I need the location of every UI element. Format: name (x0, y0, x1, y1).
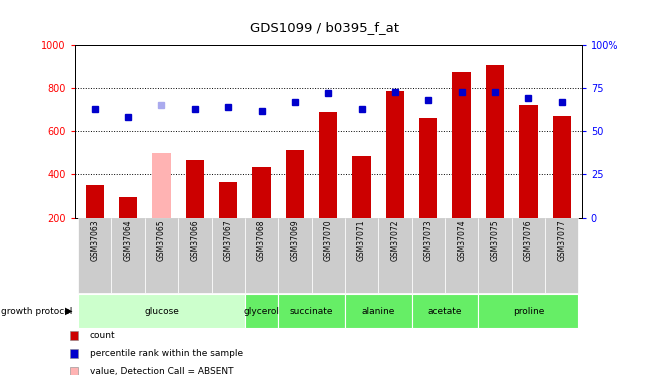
Text: GSM37072: GSM37072 (391, 220, 400, 261)
Text: GSM37076: GSM37076 (524, 220, 533, 261)
Bar (512, 217, 545, 292)
Bar (319, 112, 337, 218)
Text: GSM37064: GSM37064 (124, 220, 133, 261)
Bar (70, 350, 78, 358)
Bar (411, 294, 478, 328)
Text: GSM37063: GSM37063 (90, 220, 99, 261)
Text: GSM37069: GSM37069 (291, 220, 300, 261)
Bar (78, 294, 245, 328)
Text: succinate: succinate (290, 307, 333, 316)
Bar (178, 217, 211, 292)
Bar (286, 150, 304, 217)
Bar (111, 217, 145, 292)
Bar (545, 217, 578, 292)
Text: GDS1099 / b0395_f_at: GDS1099 / b0395_f_at (250, 21, 400, 34)
Bar (252, 167, 270, 218)
Bar (352, 156, 370, 218)
Text: glycerol: glycerol (244, 307, 280, 316)
Bar (552, 116, 571, 218)
Bar (219, 182, 237, 218)
Text: ▶: ▶ (65, 306, 73, 316)
Text: glucose: glucose (144, 307, 179, 316)
Bar (78, 217, 111, 292)
Bar (119, 197, 137, 217)
Bar (345, 294, 411, 328)
Text: GSM37067: GSM37067 (224, 220, 233, 261)
Bar (245, 294, 278, 328)
Text: percentile rank within the sample: percentile rank within the sample (90, 349, 243, 358)
Bar (70, 368, 78, 375)
Text: proline: proline (513, 307, 544, 316)
Bar (345, 217, 378, 292)
Bar (145, 217, 178, 292)
Bar (311, 217, 345, 292)
Bar (478, 294, 578, 328)
Bar (278, 294, 345, 328)
Bar (245, 217, 278, 292)
Bar (152, 153, 171, 218)
Bar (519, 105, 538, 218)
Text: GSM37077: GSM37077 (557, 220, 566, 261)
Text: alanine: alanine (361, 307, 395, 316)
Bar (445, 217, 478, 292)
Bar (411, 217, 445, 292)
Bar (478, 217, 512, 292)
Bar (419, 118, 437, 218)
Bar (278, 217, 311, 292)
Bar (378, 217, 411, 292)
Bar (211, 217, 245, 292)
Text: count: count (90, 331, 115, 340)
Text: GSM37070: GSM37070 (324, 220, 333, 261)
Bar (186, 160, 204, 218)
Bar (452, 72, 471, 217)
Text: GSM37065: GSM37065 (157, 220, 166, 261)
Text: GSM37075: GSM37075 (491, 220, 500, 261)
Bar (486, 66, 504, 218)
Text: GSM37066: GSM37066 (190, 220, 200, 261)
Text: GSM37071: GSM37071 (357, 220, 366, 261)
Bar (70, 332, 78, 340)
Text: GSM37073: GSM37073 (424, 220, 433, 261)
Text: acetate: acetate (428, 307, 462, 316)
Bar (86, 185, 104, 218)
Bar (386, 92, 404, 218)
Text: growth protocol: growth protocol (1, 307, 73, 316)
Text: value, Detection Call = ABSENT: value, Detection Call = ABSENT (90, 367, 233, 375)
Text: GSM37074: GSM37074 (457, 220, 466, 261)
Text: GSM37068: GSM37068 (257, 220, 266, 261)
